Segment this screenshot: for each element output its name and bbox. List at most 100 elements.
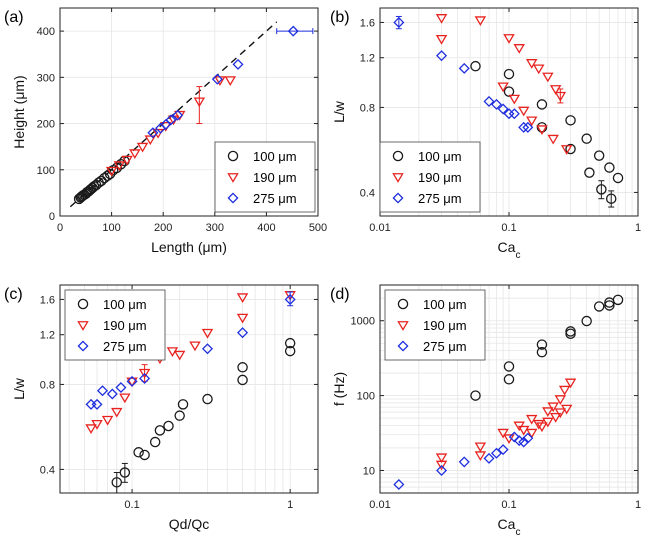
data-point	[536, 422, 548, 433]
data-point	[596, 184, 607, 195]
data-point	[121, 155, 133, 166]
data-point	[435, 14, 448, 24]
data-point	[237, 362, 248, 373]
series-black	[111, 337, 296, 493]
data-point	[536, 125, 548, 136]
y-tick-label: 1.6	[360, 17, 375, 29]
data-point	[547, 134, 559, 145]
legend-box	[384, 289, 486, 361]
data-point	[435, 460, 448, 471]
data-point	[554, 408, 567, 419]
panel-label: (a)	[4, 9, 24, 26]
data-point	[474, 442, 487, 453]
data-point	[105, 166, 118, 177]
data-point	[490, 98, 503, 110]
data-point	[513, 44, 525, 54]
data-point	[189, 341, 201, 352]
x-axis-title: Length (μm)	[151, 239, 227, 255]
data-point	[584, 167, 595, 178]
data-point	[224, 76, 237, 86]
data-point	[193, 97, 206, 108]
x-axis-title: Cac	[498, 239, 521, 261]
y-tick-label: 1.6	[40, 294, 55, 306]
x-tick-label: 0.01	[369, 499, 390, 511]
data-point	[532, 419, 545, 430]
data-point	[435, 34, 448, 45]
data-point	[517, 106, 530, 117]
y-tick-label: 100	[37, 165, 55, 177]
legend-box	[64, 289, 166, 361]
data-point	[542, 407, 554, 418]
data-point	[101, 415, 114, 426]
data-point	[518, 436, 530, 448]
data-point	[232, 58, 244, 70]
data-point	[133, 447, 144, 458]
data-point	[536, 122, 548, 133]
data-point	[536, 99, 548, 110]
y-tick-label: 0.4	[40, 464, 55, 476]
legend: 100 μm 190 μm 275 μm	[384, 289, 486, 361]
data-point	[393, 16, 405, 28]
x-tick-label: 300	[206, 222, 224, 234]
data-point	[139, 449, 150, 461]
plot-frame	[59, 284, 319, 494]
data-point	[503, 374, 515, 385]
y-tick-label: 100	[357, 391, 375, 403]
y-axis-title: f (Hz)	[331, 372, 347, 406]
data-point	[525, 414, 538, 425]
data-point	[525, 116, 538, 127]
x-tick-label: 0.1	[501, 222, 516, 234]
data-point	[503, 361, 515, 372]
panel-label: (c)	[4, 286, 23, 303]
legend-marker	[397, 340, 409, 352]
y-axis-title: L/w	[331, 100, 347, 123]
legend-marker	[397, 298, 409, 310]
y-tick-label: 1.2	[360, 53, 375, 65]
legend-box	[379, 141, 481, 213]
y-tick-label: 200	[37, 119, 55, 131]
legend-marker	[227, 173, 239, 183]
legend-marker	[227, 192, 239, 204]
data-point	[554, 91, 567, 102]
data-point	[91, 419, 103, 430]
panel-label: (b)	[330, 9, 350, 26]
x-tick-label: 0	[57, 222, 63, 234]
legend: 100 μm 190 μm 275 μm	[214, 141, 316, 213]
data-point	[284, 337, 296, 349]
legend-label: 190 μm	[423, 318, 467, 333]
data-point	[91, 398, 103, 410]
legend-label: 275 μm	[103, 339, 147, 354]
data-point	[474, 16, 487, 27]
legend-label: 100 μm	[418, 149, 462, 164]
legend-marker	[392, 192, 404, 204]
data-point	[474, 451, 487, 462]
data-point	[201, 343, 214, 355]
y-axis-title: L/w	[11, 377, 27, 400]
data-point	[560, 404, 573, 415]
data-point	[497, 444, 509, 456]
chart-panel-a: 0 100 200 300 400 500 0 100 200 300 400 Length (μm)…	[4, 7, 327, 255]
legend-marker	[392, 150, 404, 162]
data-point	[605, 193, 617, 204]
x-tick-label: 1	[287, 499, 293, 511]
data-point	[436, 50, 448, 62]
legend: 100 μm 190 μm 275 μm	[64, 289, 166, 361]
y-axis-title: Height (μm)	[11, 75, 27, 148]
legend-label: 275 μm	[418, 191, 462, 206]
legend-label: 100 μm	[253, 149, 297, 164]
y-tick-label: 10	[363, 465, 375, 477]
data-point	[458, 456, 470, 468]
data-point	[517, 425, 530, 436]
data-point	[508, 108, 520, 120]
data-point	[154, 425, 166, 436]
legend-label: 190 μm	[253, 170, 297, 185]
series-blue	[393, 15, 534, 133]
data-point	[483, 95, 495, 107]
legend-label: 190 μm	[103, 318, 147, 333]
data-point	[126, 375, 138, 387]
data-point	[126, 377, 138, 388]
y-tick-label: 0.8	[40, 379, 55, 391]
panel-label: (d)	[330, 286, 350, 303]
gridlines	[380, 8, 638, 216]
